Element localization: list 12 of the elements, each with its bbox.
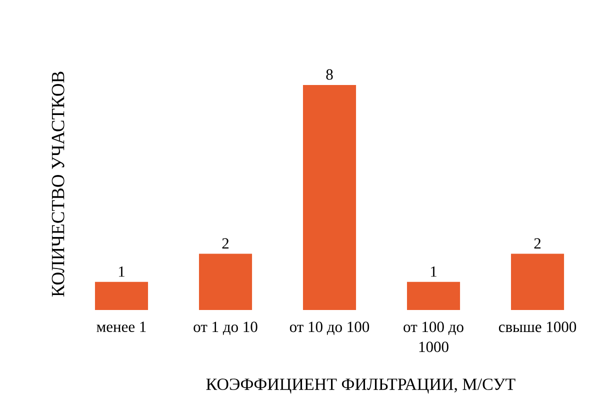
- x-axis-title: КОЭФФИЦИЕНТ ФИЛЬТРАЦИИ, М/СУТ: [206, 378, 516, 394]
- data-label: 2: [534, 238, 541, 249]
- x-tick-label: от 100 до 1000: [404, 322, 464, 352]
- y-axis-title: КОЛИЧЕСТВО УЧАСТКОВ: [52, 72, 64, 297]
- x-tick-label: свыше 1000: [498, 322, 576, 332]
- data-label: 8: [326, 69, 333, 80]
- data-label: 2: [222, 238, 229, 249]
- x-tick-label: от 1 до 10: [194, 322, 258, 335]
- data-label: 1: [430, 266, 436, 277]
- x-tick-label: от 10 до 100: [290, 322, 370, 335]
- x-tick-label: менее 1: [96, 322, 146, 332]
- data-label: 1: [118, 266, 124, 277]
